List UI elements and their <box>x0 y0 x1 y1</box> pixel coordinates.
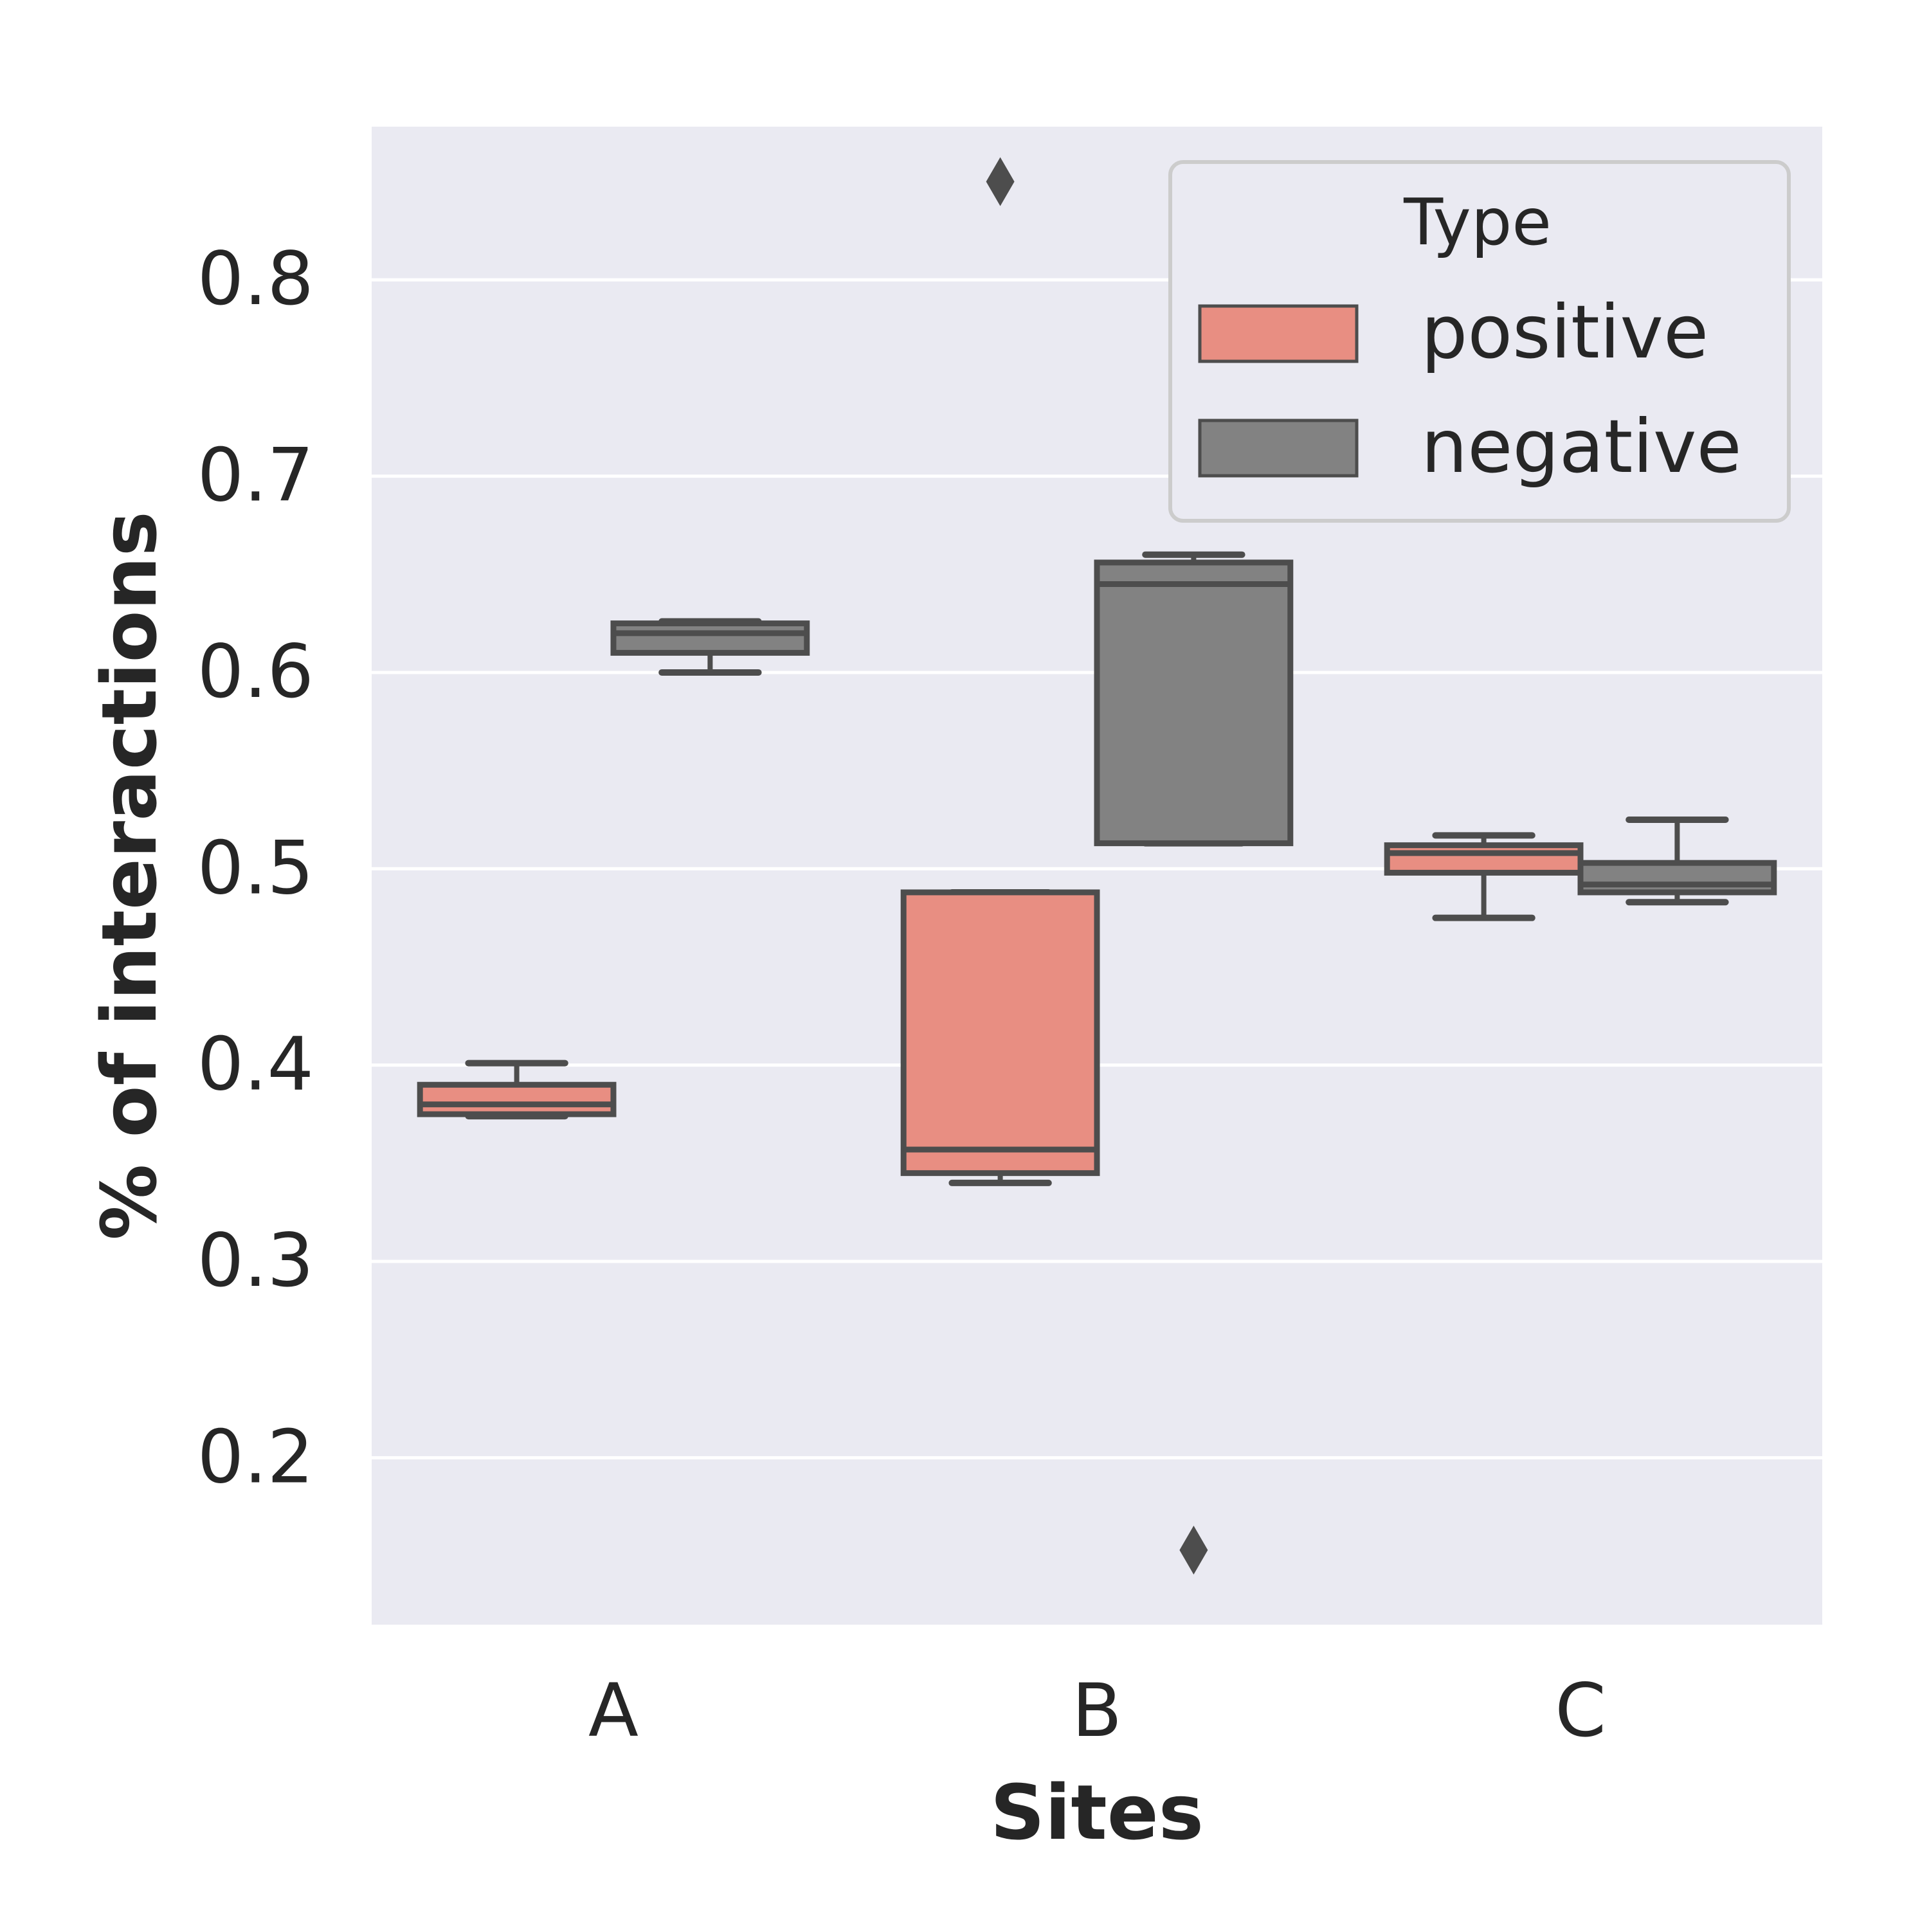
y-tick-label: 0.8 <box>197 236 314 321</box>
legend-swatch-negative <box>1198 419 1359 478</box>
legend-label-positive: positive <box>1421 289 1708 375</box>
box-negative-C <box>1577 816 1777 906</box>
outlier-marker <box>986 157 1015 206</box>
y-tick-label: 0.6 <box>197 629 314 714</box>
box-body <box>1384 842 1584 876</box>
box-body <box>417 1081 617 1117</box>
box-positive-C <box>1384 832 1584 921</box>
y-tick-label: 0.4 <box>197 1022 314 1107</box>
box-negative-A <box>610 618 810 676</box>
legend-swatch-positive <box>1198 304 1359 363</box>
x-tick-label: A <box>588 1668 638 1753</box>
box-body <box>610 620 810 656</box>
legend-title: Type <box>1403 185 1552 260</box>
y-tick-label: 0.5 <box>197 825 314 910</box>
x-tick-labels: A B C <box>588 1668 1606 1753</box>
box-body <box>1094 559 1294 847</box>
x-tick-label: C <box>1555 1668 1606 1753</box>
box-negative-B <box>1094 551 1294 1575</box>
y-tick-label: 0.3 <box>197 1218 314 1303</box>
legend: Type positive negative <box>1168 160 1791 523</box>
box-body <box>900 889 1100 1177</box>
outlier-marker <box>1179 1525 1208 1575</box>
y-tick-label: 0.2 <box>197 1414 314 1499</box>
y-tick-label: 0.7 <box>197 433 314 518</box>
x-tick-label: B <box>1072 1668 1122 1753</box>
legend-label-negative: negative <box>1421 404 1742 489</box>
x-axis-label: Sites <box>990 1768 1204 1857</box>
y-tick-labels: 0.2 0.3 0.4 0.5 0.6 0.7 0.8 <box>197 236 314 1499</box>
box-positive-A <box>417 1060 617 1120</box>
box-plots <box>417 157 1777 1575</box>
box-positive-B <box>900 157 1100 1186</box>
box-body <box>1577 860 1777 896</box>
y-axis-label: % of interactions <box>85 511 174 1240</box>
